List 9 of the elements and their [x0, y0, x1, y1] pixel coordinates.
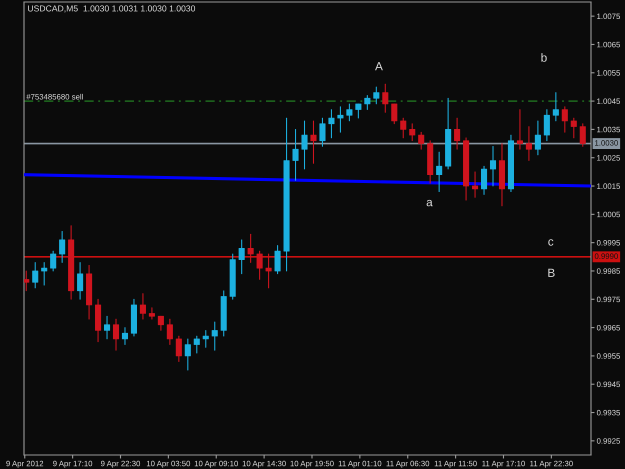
candlestick [202, 330, 209, 348]
chart-title: USDCAD,M5 1.0030 1.0031 1.0030 1.0030 [28, 5, 196, 13]
annotation: A [375, 62, 383, 70]
annotation: b [541, 53, 547, 62]
candlestick [24, 270, 30, 292]
annotation: B [548, 268, 555, 277]
candlestick [212, 322, 218, 351]
annotation: a [426, 200, 433, 206]
annotation: c [548, 239, 554, 246]
